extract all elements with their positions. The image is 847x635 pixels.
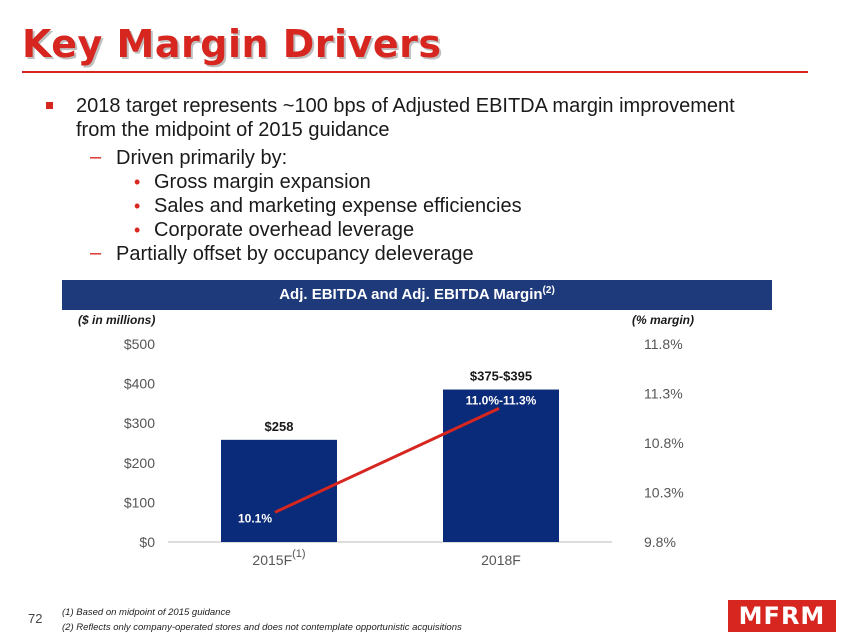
y-tick-label: $100	[124, 494, 155, 510]
x-tick-label: 2018F	[481, 552, 521, 568]
bullet-sub-offset: – Partially offset by occupancy delevera…	[90, 242, 474, 266]
chart-title: Adj. EBITDA and Adj. EBITDA Margin	[279, 286, 543, 303]
y2-tick-label: 10.3%	[644, 485, 684, 501]
bullet-sub-driven-text: Driven primarily by:	[116, 147, 288, 169]
y-tick-label: $200	[124, 455, 155, 471]
bullet-main: 2018 target represents ~100 bps of Adjus…	[46, 94, 776, 142]
dot-bullet-icon: •	[134, 196, 141, 216]
y-tick-label: $0	[139, 534, 155, 550]
bullet-sub-driven: – Driven primarily by:	[90, 146, 288, 170]
y-tick-label: $400	[124, 376, 155, 392]
bullet-item-gross-margin: • Gross margin expansion	[134, 170, 371, 194]
dot-bullet-icon: •	[134, 172, 141, 192]
footnote-2: (2) Reflects only company-operated store…	[62, 622, 462, 633]
margin-line	[274, 406, 500, 514]
x-tick-footnote: (1)	[292, 548, 305, 560]
margin-label: 11.0%-11.3%	[466, 393, 537, 407]
page-number: 72	[28, 611, 43, 626]
margin-label: 10.1%	[238, 511, 272, 525]
x-tick-label: 2015F(1)	[252, 548, 305, 568]
bullet-item-corporate-overhead: • Corporate overhead leverage	[134, 218, 415, 242]
right-axis-units: (% margin)	[632, 313, 695, 327]
bullet-item-text: Sales and marketing expense efficiencies	[154, 195, 522, 217]
title-divider	[22, 71, 808, 73]
bar-2018F	[443, 389, 559, 542]
y-tick-label: $500	[124, 336, 155, 352]
y2-tick-label: 11.3%	[644, 386, 683, 402]
left-axis-units: ($ in millions)	[78, 313, 156, 327]
chart-title-banner: Adj. EBITDA and Adj. EBITDA Margin(2)	[62, 280, 772, 310]
y2-tick-label: 9.8%	[644, 534, 676, 550]
bullet-item-text: Corporate overhead leverage	[154, 219, 415, 241]
dash-bullet-icon: –	[90, 146, 102, 168]
y2-tick-label: 10.8%	[644, 435, 684, 451]
dot-bullet-icon: •	[134, 220, 141, 240]
bar-value-label: $375-$395	[470, 369, 532, 384]
bullet-sub-offset-text: Partially offset by occupancy deleverage	[116, 243, 474, 265]
bar-value-label: $258	[265, 419, 294, 434]
bullet-item-sales-marketing: • Sales and marketing expense efficienci…	[134, 194, 522, 218]
square-bullet-icon	[46, 102, 53, 109]
y-tick-label: $300	[124, 415, 155, 431]
bullet-item-text: Gross margin expansion	[154, 171, 371, 193]
dash-bullet-icon: –	[90, 242, 102, 264]
bullet-main-text: 2018 target represents ~100 bps of Adjus…	[76, 95, 735, 141]
footnote-1: (1) Based on midpoint of 2015 guidance	[62, 607, 231, 618]
y2-tick-label: 11.8%	[644, 336, 683, 352]
chart-title-footnote: (2)	[542, 285, 555, 296]
page-title: Key Margin Drivers	[22, 22, 442, 66]
mfrm-logo: MFRM	[728, 600, 836, 632]
